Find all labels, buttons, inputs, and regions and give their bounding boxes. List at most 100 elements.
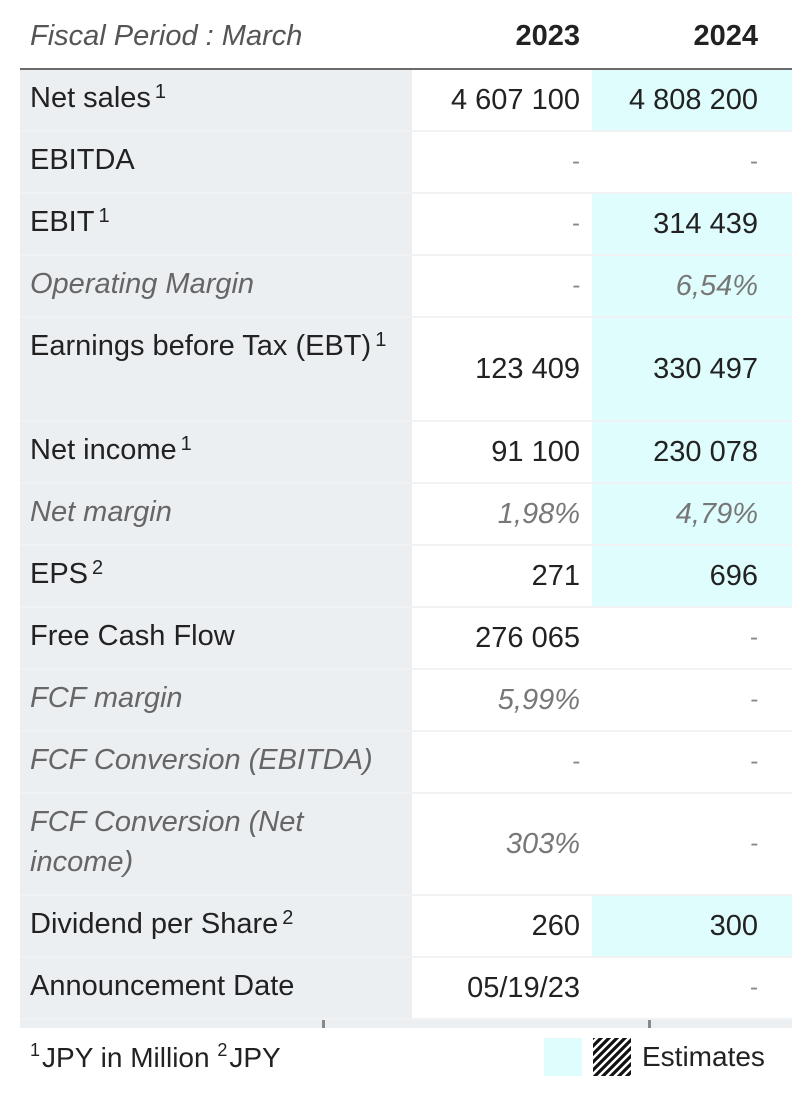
table-row: Net margin 1,98% 4,79% <box>20 484 792 546</box>
row-label: Announcement Date <box>20 958 412 1018</box>
axis-tick <box>322 1020 325 1028</box>
row-label-text: Earnings before Tax (EBT) <box>30 330 372 362</box>
footnote-marker: 2 <box>282 907 294 929</box>
row-label-text: FCF margin <box>30 682 183 714</box>
cell-value: 271 <box>531 559 580 592</box>
value-2024: 230 078 <box>592 422 792 482</box>
row-label: Net margin <box>20 484 412 544</box>
cell-value: - <box>750 830 758 857</box>
row-label: EBITDA <box>20 132 412 192</box>
cell-value: 696 <box>709 559 758 592</box>
table-bottom-bar <box>20 1020 792 1028</box>
row-label: EPS 2 <box>20 546 412 606</box>
table-row: Free Cash Flow 276 065 - <box>20 608 792 670</box>
cell-value: 314 439 <box>653 207 758 240</box>
value-2024: - <box>592 794 792 894</box>
cell-value: 5,99% <box>497 683 580 716</box>
row-label: Earnings before Tax (EBT) 1 <box>20 318 412 420</box>
financials-table: Net sales 1 4 607 100 4 808 200 EBITDA - - EBIT… <box>20 70 792 1020</box>
value-2024: - <box>592 608 792 668</box>
row-label: Free Cash Flow <box>20 608 412 668</box>
row-label: Net income 1 <box>20 422 412 482</box>
value-2024: 696 <box>592 546 792 606</box>
legend-label: Estimates <box>642 1041 765 1072</box>
row-label: FCF Conversion (EBITDA) <box>20 732 412 792</box>
table-row: Operating Margin - 6,54% <box>20 256 792 318</box>
row-label: Dividend per Share 2 <box>20 896 412 956</box>
row-label-text: Net sales <box>30 82 151 114</box>
footnote-2-text: JPY <box>229 1042 281 1073</box>
table-header: Fiscal Period : March 2023 2024 <box>20 0 792 70</box>
cell-value: 4 808 200 <box>628 83 758 116</box>
hatch-pattern-icon <box>593 1038 631 1076</box>
row-label: Net sales 1 <box>20 70 412 130</box>
cell-value: - <box>572 272 580 299</box>
table-row: EPS 2 271 696 <box>20 546 792 608</box>
cell-value: 1,98% <box>497 497 580 530</box>
table-row: EBITDA - - <box>20 132 792 194</box>
value-2023: 5,99% <box>412 670 592 730</box>
cell-value: 260 <box>531 909 580 942</box>
cell-value: 6,54% <box>675 269 758 302</box>
row-label: Operating Margin <box>20 256 412 316</box>
footnote-marker: 1 <box>180 433 192 455</box>
table-row: EBIT 1 - 314 439 <box>20 194 792 256</box>
footnote-marker: 2 <box>92 557 104 579</box>
cell-value: - <box>750 148 758 175</box>
cell-value: 276 065 <box>475 621 580 654</box>
footnote-mark-2: 2 <box>217 1040 228 1060</box>
year-2024-header: 2024 <box>693 20 758 52</box>
row-label-text: Operating Margin <box>30 268 255 300</box>
value-2024: - <box>592 670 792 730</box>
year-2023-header: 2023 <box>515 20 580 52</box>
row-label: FCF margin <box>20 670 412 730</box>
cell-value: - <box>572 748 580 775</box>
table-row: Dividend per Share 2 260 300 <box>20 896 792 958</box>
cell-value: 05/19/23 <box>467 971 580 1004</box>
value-2023: - <box>412 194 592 254</box>
row-label-text: Dividend per Share <box>30 908 279 940</box>
footnote-1-text: JPY in Million <box>42 1042 210 1073</box>
value-2024: - <box>592 958 792 1018</box>
table-row: Net income 1 91 100 230 078 <box>20 422 792 484</box>
fiscal-period-label: Fiscal Period : March <box>30 20 303 52</box>
cell-value: - <box>572 148 580 175</box>
value-2023: 276 065 <box>412 608 592 668</box>
cell-value: - <box>750 974 758 1001</box>
footnote-marker: 1 <box>154 81 167 103</box>
table-row: Net sales 1 4 607 100 4 808 200 <box>20 70 792 132</box>
value-2023: 260 <box>412 896 592 956</box>
cell-value: 123 409 <box>475 352 580 385</box>
table-row: Announcement Date 05/19/23 - <box>20 958 792 1020</box>
row-label: FCF Conversion (Net income) <box>20 794 412 894</box>
cell-value: 330 497 <box>653 352 758 385</box>
cell-value: - <box>750 686 758 713</box>
value-2024: - <box>592 732 792 792</box>
estimate-swatch <box>544 1038 582 1076</box>
value-2023: 303% <box>412 794 592 894</box>
value-2024: - <box>592 132 792 192</box>
cell-value: - <box>750 624 758 651</box>
footnote-mark-1: 1 <box>30 1040 41 1060</box>
row-label-text: Net income <box>30 434 177 466</box>
value-2024: 4 808 200 <box>592 70 792 130</box>
row-label-text: FCF Conversion (EBITDA) <box>30 744 373 776</box>
cell-value: 4,79% <box>675 497 758 530</box>
value-2024: 330 497 <box>592 318 792 420</box>
cell-value: 300 <box>709 909 758 942</box>
value-2023: - <box>412 132 592 192</box>
value-2023: 4 607 100 <box>412 70 592 130</box>
value-2023: 271 <box>412 546 592 606</box>
cell-value: 303% <box>505 827 580 860</box>
value-2024: 300 <box>592 896 792 956</box>
table-row: Earnings before Tax (EBT) 1 123 409 330 497 <box>20 318 792 422</box>
row-label-text: FCF Conversion (Net income) <box>30 806 304 878</box>
axis-tick <box>648 1020 651 1028</box>
footnote: 1JPY in Million 2JPY <box>30 1038 281 1078</box>
row-label-text: Free Cash Flow <box>30 620 235 652</box>
cell-value: 4 607 100 <box>450 83 580 116</box>
footnote-marker: 1 <box>375 329 387 351</box>
row-label-text: EBIT <box>30 206 95 238</box>
value-2023: 123 409 <box>412 318 592 420</box>
row-label-text: Net margin <box>30 496 172 528</box>
